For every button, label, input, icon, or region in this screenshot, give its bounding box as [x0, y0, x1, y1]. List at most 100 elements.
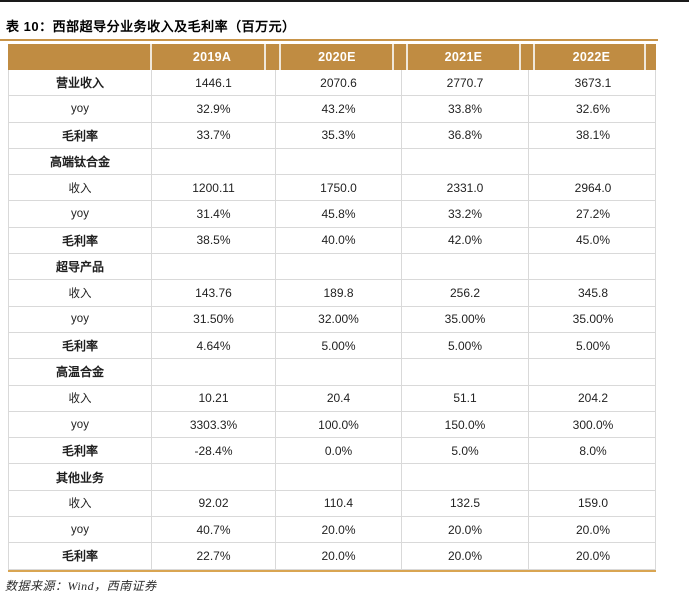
cell-2021E: 36.8%: [401, 122, 528, 148]
cell-2021E: 33.2%: [401, 201, 528, 227]
cell-2019A: 92.02: [151, 490, 275, 517]
table-row: yoy 31.4% 45.8% 33.2% 27.2%: [8, 201, 656, 228]
cell-2022E: 32.6%: [528, 96, 657, 122]
table-row: 毛利率 4.64% 5.00% 5.00% 5.00%: [8, 332, 657, 360]
cell-2021E: 5.0%: [401, 438, 528, 464]
cell-2019A: -28.4%: [151, 438, 275, 464]
cell-2022E: [528, 464, 657, 490]
cell-2020E: 110.4: [275, 490, 401, 517]
row-label: 其他业务: [55, 470, 104, 485]
row-label: 收入: [68, 288, 92, 301]
table-row: 超导产品: [8, 254, 657, 281]
cell-2020E: [275, 464, 401, 490]
cell-2019A: 22.7%: [151, 543, 275, 569]
cell-2019A: 4.64%: [151, 332, 275, 359]
header-cell-2019A: 2019A: [192, 50, 232, 64]
caption-underline: [0, 39, 658, 41]
cell-2019A: [151, 254, 275, 280]
table-row: yoy 32.9% 43.2% 33.8% 32.6%: [8, 96, 657, 123]
page-top-rule: [0, 0, 689, 2]
cell-2020E: 2070.6: [275, 70, 401, 96]
cell-2022E: 345.8: [528, 280, 657, 306]
cell-2022E: 3673.1: [528, 70, 657, 96]
cell-2022E: [528, 254, 657, 280]
cell-2019A: 1446.1: [151, 70, 275, 96]
header-cell-2020E: 2020E: [318, 50, 356, 64]
cell-2020E: 43.2%: [275, 96, 401, 122]
row-label: yoy: [71, 208, 89, 221]
cell-2021E: 51.1: [401, 385, 528, 411]
header-separator: [392, 44, 394, 70]
cell-2022E: 8.0%: [528, 438, 657, 464]
cell-2019A: 31.50%: [151, 306, 275, 332]
cell-2020E: 189.8: [275, 280, 401, 306]
cell-2020E: 20.0%: [275, 517, 401, 543]
cell-2019A: 3303.3%: [151, 411, 275, 438]
cell-2021E: [401, 464, 528, 490]
cell-2022E: 45.0%: [528, 227, 657, 254]
cell-2022E: [528, 148, 657, 175]
cell-2021E: [401, 148, 528, 175]
table-row: 收入 92.02 110.4 132.5 159.0: [8, 490, 657, 518]
row-label: 毛利率: [61, 444, 98, 459]
row-label: 毛利率: [61, 233, 98, 248]
row-label: 收入: [68, 498, 92, 511]
row-label: 毛利率: [61, 339, 98, 354]
row-label: 超导产品: [55, 260, 104, 275]
cell-2021E: 35.00%: [401, 306, 528, 332]
row-label: yoy: [71, 313, 89, 326]
cell-2021E: 2770.7: [401, 70, 528, 96]
row-label: 高温合金: [55, 365, 104, 380]
cell-2021E: 33.8%: [401, 96, 528, 122]
cell-2021E: [401, 254, 528, 280]
row-label: 收入: [68, 182, 92, 195]
table-row: 营业收入 1446.1 2070.6 2770.7 3673.1: [8, 70, 657, 97]
cell-2020E: 20.4: [275, 385, 401, 411]
cell-2020E: 45.8%: [275, 201, 401, 227]
cell-2022E: 20.0%: [528, 517, 657, 543]
cell-2019A: [151, 359, 275, 385]
cell-2022E: 35.00%: [528, 306, 657, 332]
table-row: 毛利率 38.5% 40.0% 42.0% 45.0%: [8, 227, 657, 255]
cell-2021E: 20.0%: [401, 543, 528, 569]
cell-2019A: 38.5%: [151, 227, 275, 254]
data-table: 2019A 2020E 2021E 2022E 营业收入 1446.1 2070…: [8, 44, 656, 570]
row-label: yoy: [71, 523, 89, 536]
table-row: 毛利率 22.7% 20.0% 20.0% 20.0%: [8, 543, 657, 570]
cell-2021E: [401, 359, 528, 385]
cell-2020E: 5.00%: [275, 332, 401, 359]
cell-2020E: 100.0%: [275, 411, 401, 438]
data-source-note: 数据来源：Wind，西南证券: [5, 579, 157, 593]
cell-2021E: 132.5: [401, 490, 528, 517]
cell-2019A: 31.4%: [151, 201, 275, 227]
cell-2022E: 159.0: [528, 490, 657, 517]
table-row: 收入 1200.11 1750.0 2331.0 2964.0: [8, 175, 657, 202]
cell-2022E: [528, 359, 657, 385]
cell-2022E: 38.1%: [528, 122, 657, 148]
cell-2022E: 5.00%: [528, 332, 657, 359]
cell-2022E: 20.0%: [528, 543, 657, 569]
header-separator: [150, 44, 152, 70]
table-header-row: 2019A 2020E 2021E 2022E: [8, 44, 656, 70]
header-cell-2021E: 2021E: [444, 50, 483, 64]
header-separator: [533, 44, 535, 70]
cell-2021E: 5.00%: [401, 332, 528, 359]
row-label: 营业收入: [55, 76, 104, 91]
row-label: 毛利率: [61, 128, 98, 143]
row-label: 高端钛合金: [49, 155, 110, 170]
table-row: 收入 10.21 20.4 51.1 204.2: [8, 385, 656, 412]
cell-2022E: 2964.0: [528, 175, 657, 201]
cell-2021E: 2331.0: [401, 175, 528, 201]
row-label: 收入: [68, 393, 92, 406]
table-body: 营业收入 1446.1 2070.6 2770.7 3673.1 yoy 32.…: [8, 70, 656, 570]
cell-2021E: 256.2: [401, 280, 528, 306]
cell-2020E: [275, 148, 401, 175]
table-row: 高温合金: [8, 359, 657, 386]
cell-2021E: 150.0%: [401, 411, 528, 438]
cell-2019A: 32.9%: [151, 96, 275, 122]
cell-2021E: 20.0%: [401, 517, 528, 543]
header-cell-2022E: 2022E: [572, 50, 611, 64]
cell-2020E: [275, 254, 401, 280]
table-row: yoy 31.50% 32.00% 35.00% 35.00%: [8, 306, 657, 333]
header-separator: [644, 44, 646, 70]
